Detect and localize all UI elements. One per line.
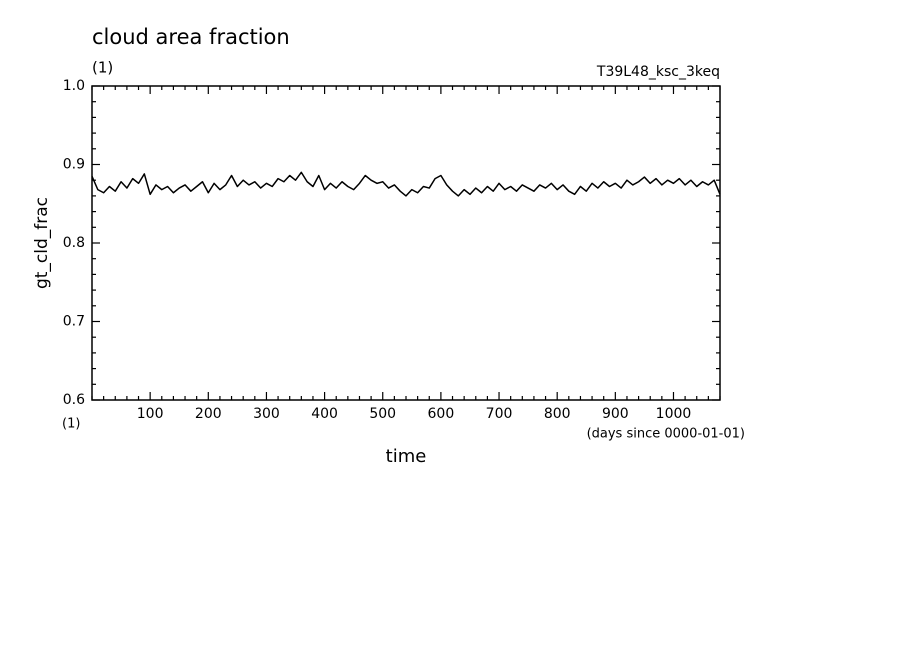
y-tick-label: 0.6	[63, 392, 85, 408]
y-tick-label: 0.7	[63, 314, 85, 330]
plot-frame	[91, 85, 721, 401]
x-tick-label: 300	[253, 406, 280, 422]
data-line	[91, 171, 721, 197]
x-tick-label: 800	[544, 406, 571, 422]
x-tick-label: 900	[602, 406, 629, 422]
y-tick-label: 1.0	[63, 78, 85, 94]
y-axis-label: gt_cld_frac	[32, 197, 52, 289]
run-label: T39L48_ksc_3keq	[596, 64, 720, 80]
x-tick-label: 500	[369, 406, 396, 422]
x-tick-label: 100	[137, 406, 164, 422]
x-tick-label: 600	[428, 406, 455, 422]
y-tick-label: 0.8	[63, 235, 85, 251]
x-units: (days since 0000-01-01)	[587, 427, 745, 442]
x-axis-label: time	[386, 446, 427, 467]
subtitle: (1)	[92, 59, 113, 77]
x-tick-label: 1000	[656, 406, 692, 422]
x-tick-label: 400	[311, 406, 338, 422]
x-tick-label: 700	[486, 406, 513, 422]
chart-title: cloud area fraction	[92, 25, 290, 49]
y-units: (1)	[62, 417, 80, 432]
x-tick-label: 200	[195, 406, 222, 422]
y-tick-label: 0.9	[63, 157, 85, 173]
